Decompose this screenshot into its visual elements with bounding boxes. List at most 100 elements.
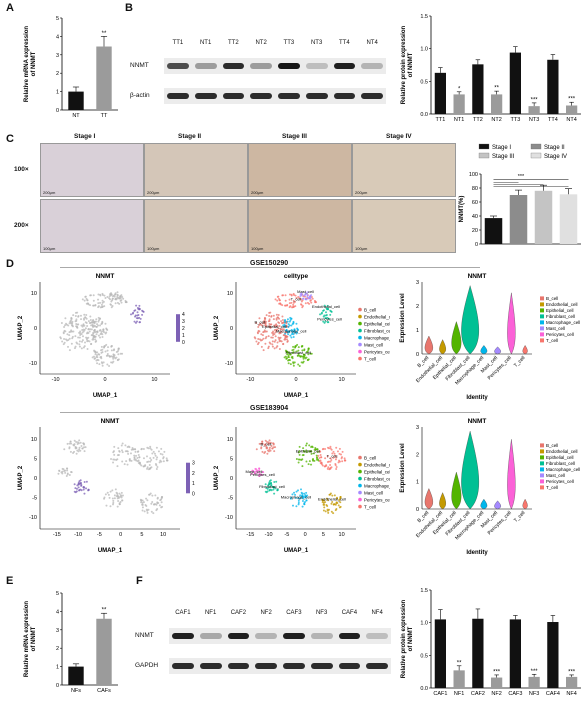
legend-label: T_cell [364,505,376,510]
umap-point [111,297,114,300]
umap-point [117,499,120,502]
umap-point [68,442,71,445]
umap-point [63,329,66,332]
bar [566,105,578,114]
umap-point [64,471,67,474]
umap-point [306,301,309,304]
colorbar-label: 4 [182,312,185,318]
umap-point [165,457,168,460]
blot-band [255,633,277,639]
umap-point [141,509,144,512]
violin-shape [522,345,528,355]
umap-point [145,455,148,458]
umap-point [300,491,303,494]
umap-point [115,350,118,353]
stage-label: Stage I [74,133,96,140]
umap-point [291,330,294,333]
umap-point [292,364,295,367]
y-tick-label: 100 [469,172,478,178]
dataset-title-top: GSE150290 [250,260,289,267]
umap-point [284,332,287,335]
scale-bar-label: 200μm [355,190,368,195]
umap-point [323,321,326,324]
umap-point [308,444,311,447]
legend-label: Pericytes_cell [364,350,390,355]
umap-point [107,493,110,496]
umap-point [81,331,84,334]
umap-point [268,486,271,489]
umap-point [301,454,304,457]
umap-point [84,316,87,319]
umap-point [290,324,293,327]
umap-point [66,469,69,472]
umap-point [325,311,328,314]
y-tick-label: 1.5 [420,14,428,20]
umap-point [322,509,325,512]
y-tick-label: 10 [31,291,37,297]
umap-point [305,460,308,463]
umap-point [148,463,151,466]
umap-point [318,456,321,459]
x-tick-label: T_cell [513,510,527,524]
umap-point [297,295,300,298]
x-tick-label: 5 [322,532,325,538]
y-tick-label: 0.5 [420,653,428,659]
umap-point [79,479,82,482]
umap-point [254,472,257,475]
umap-point [95,320,98,323]
y-tick-label: 1 [56,665,59,671]
significance-label: ** [494,86,499,92]
western-blot-b: TT1 NT1 TT2 NT2 TT3 NT3 TT4 NT4 NNMT β-actin [130,40,392,120]
umap-point [61,470,64,473]
umap-point [290,336,293,339]
umap-point [117,353,120,356]
umap-point [156,466,159,469]
umap-point [301,465,304,468]
blot-band [222,63,245,69]
umap-point [296,331,299,334]
umap-point [310,450,313,453]
umap-point [82,442,85,445]
umap-point [151,494,154,497]
umap-point [117,347,120,350]
legend-swatch [540,485,544,490]
umap-point [264,483,267,486]
umap-point [74,320,77,323]
umap-point [288,293,291,296]
umap-point [105,504,108,507]
x-tick-label: 10 [339,377,345,383]
umap-point [161,453,164,456]
umap-point [286,320,289,323]
umap-point [138,304,141,307]
blot-band [278,93,300,99]
blot-lane-label: TT1 [172,40,184,46]
umap-point [76,323,79,326]
legend-swatch [530,143,542,150]
umap-point [278,340,281,343]
umap-point [150,510,153,513]
bar-chart-f: 0.0 0.5 1.0 1.5 Relative protein expressiono… [401,588,581,697]
umap-point [254,467,257,470]
umap-point [271,345,274,348]
umap-point [299,298,302,301]
umap-point [104,296,107,299]
x-tick-label: NT [72,113,80,119]
umap-point [155,467,158,470]
umap-point [134,450,137,453]
x-tick-label: -10 [74,532,82,538]
blot-band [305,93,328,99]
umap-point [265,314,268,317]
y-tick-label: 0.0 [420,686,428,692]
x-tick-label: CAF2 [471,691,485,697]
umap-point [251,470,254,473]
umap-point [97,305,100,308]
umap-point [89,322,92,325]
umap-point [104,322,107,325]
umap-point [250,472,253,475]
umap-point [294,331,297,334]
umap-point [279,336,282,339]
blot-lane-label: NF1 [204,610,217,616]
umap-point [146,511,149,514]
umap-point [95,333,98,336]
